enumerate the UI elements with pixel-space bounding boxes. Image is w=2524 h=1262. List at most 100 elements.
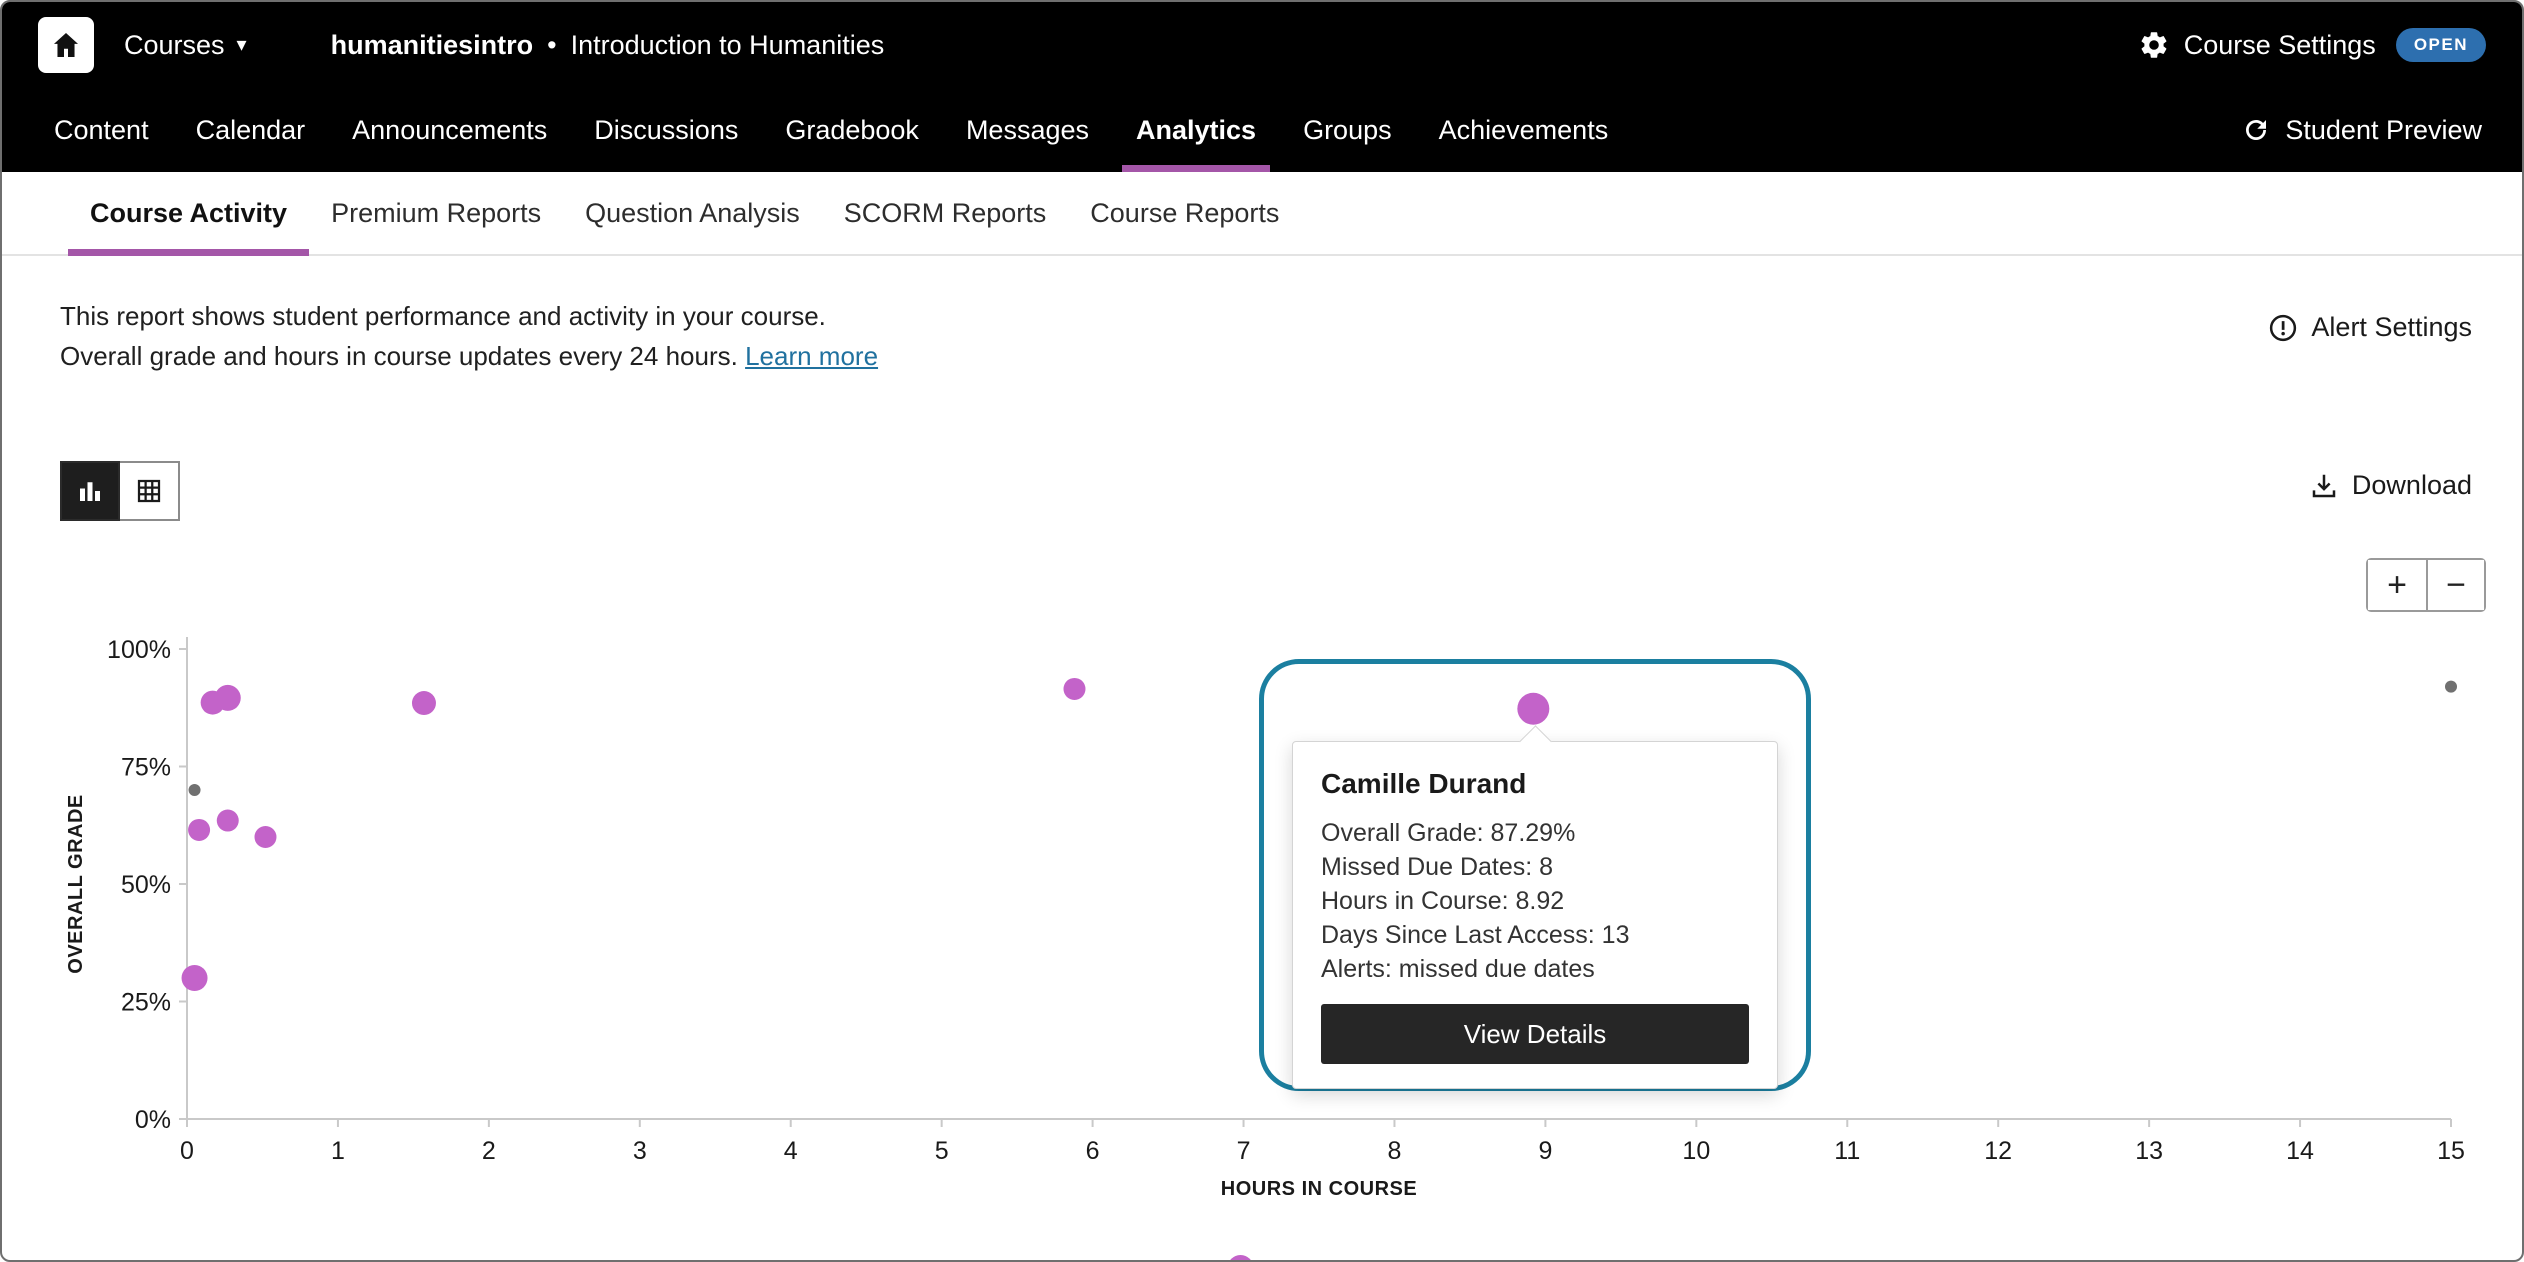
chevron-down-icon: ▾ (237, 35, 247, 55)
course-settings-button[interactable]: Course Settings (2138, 29, 2376, 61)
tooltip-alerts: Alerts: missed due dates (1321, 952, 1749, 986)
x-tick-label: 3 (633, 1137, 647, 1165)
subtab-label: SCORM Reports (844, 198, 1047, 229)
student-data-point[interactable] (217, 810, 239, 832)
home-icon (50, 29, 82, 61)
y-tick-label: 50% (121, 871, 171, 899)
student-data-point[interactable] (215, 685, 241, 711)
student-data-point[interactable] (1517, 693, 1549, 725)
y-tick-label: 75% (121, 754, 171, 782)
intro-line-1: This report shows student performance an… (60, 296, 2464, 336)
report-intro: This report shows student performance an… (2, 256, 2522, 376)
chart-view-button[interactable] (60, 461, 120, 521)
nav-tab-label: Gradebook (785, 115, 919, 146)
nav-tab-label: Messages (966, 115, 1089, 146)
nav-tab-label: Announcements (352, 115, 547, 146)
subtab-course-activity[interactable]: Course Activity (90, 172, 287, 254)
subtab-label: Course Activity (90, 198, 287, 229)
nav-tab-analytics[interactable]: Analytics (1136, 88, 1256, 172)
tooltip-days-since-last-access: Days Since Last Access: 13 (1321, 918, 1749, 952)
student-data-point[interactable] (412, 691, 436, 715)
subtab-label: Premium Reports (331, 198, 541, 229)
student-name: Camille Durand (1321, 768, 1749, 800)
subtab-label: Question Analysis (585, 198, 800, 229)
x-tick-label: 9 (1538, 1137, 1552, 1165)
student-tooltip: Camille Durand Overall Grade: 87.29% Mis… (1292, 741, 1778, 1089)
tooltip-overall-grade: Overall Grade: 87.29% (1321, 816, 1749, 850)
student-data-point[interactable] (254, 826, 276, 848)
x-tick-label: 10 (1682, 1137, 1710, 1165)
nav-tab-discussions[interactable]: Discussions (594, 88, 738, 172)
analytics-page: Courses ▾ humanitiesintro • Introduction… (0, 0, 2524, 1262)
tooltip-missed-due-dates: Missed Due Dates: 8 (1321, 850, 1749, 884)
y-tick-label: 0% (135, 1106, 171, 1134)
course-nav: Content Calendar Announcements Discussio… (2, 88, 2522, 172)
nav-tab-label: Calendar (196, 115, 306, 146)
nav-tab-groups[interactable]: Groups (1303, 88, 1392, 172)
nav-tab-messages[interactable]: Messages (966, 88, 1089, 172)
learn-more-link[interactable]: Learn more (745, 341, 878, 371)
student-preview-icon (2241, 115, 2271, 145)
nav-tab-achievements[interactable]: Achievements (1439, 88, 1609, 172)
nav-tab-label: Discussions (594, 115, 738, 146)
intro-line-2-text: Overall grade and hours in course update… (60, 341, 738, 371)
x-tick-label: 12 (1984, 1137, 2012, 1165)
view-details-button[interactable]: View Details (1321, 1004, 1749, 1064)
course-breadcrumb: humanitiesintro • Introduction to Humani… (331, 30, 885, 61)
x-tick-label: 1 (331, 1137, 345, 1165)
alert-settings-button[interactable]: Alert Settings (2268, 312, 2472, 343)
subtab-premium-reports[interactable]: Premium Reports (331, 172, 541, 254)
courses-dropdown[interactable]: Courses ▾ (124, 30, 247, 61)
courses-label: Courses (124, 30, 225, 61)
subtab-scorm-reports[interactable]: SCORM Reports (844, 172, 1047, 254)
clipped-data-point[interactable] (1228, 1255, 1254, 1262)
download-label: Download (2352, 470, 2472, 501)
nav-tab-gradebook[interactable]: Gradebook (785, 88, 919, 172)
muted-data-point[interactable] (2445, 681, 2457, 693)
x-tick-label: 0 (180, 1137, 194, 1165)
subtab-question-analysis[interactable]: Question Analysis (585, 172, 800, 254)
student-data-point[interactable] (188, 819, 210, 841)
activity-scatter-chart[interactable]: 0%25%50%75%100%0123456789101112131415HOU… (2, 602, 2524, 1262)
nav-tab-label: Analytics (1136, 115, 1256, 146)
nav-tab-content[interactable]: Content (54, 88, 149, 172)
course-title: Introduction to Humanities (571, 30, 885, 61)
muted-data-point[interactable] (189, 784, 201, 796)
gear-icon (2138, 29, 2170, 61)
nav-tab-label: Groups (1303, 115, 1392, 146)
alert-settings-label: Alert Settings (2311, 312, 2472, 343)
subtab-label: Course Reports (1090, 198, 1279, 229)
table-view-button[interactable] (120, 461, 180, 521)
student-preview-button[interactable]: Student Preview (2241, 88, 2482, 172)
y-axis-title: OVERALL GRADE (65, 794, 87, 973)
chart-view-toggle (60, 461, 180, 521)
open-status-badge[interactable]: OPEN (2396, 28, 2486, 62)
nav-tab-announcements[interactable]: Announcements (352, 88, 547, 172)
x-tick-label: 6 (1086, 1137, 1100, 1165)
student-data-point[interactable] (1063, 678, 1085, 700)
y-tick-label: 100% (107, 636, 171, 664)
subtab-course-reports[interactable]: Course Reports (1090, 172, 1279, 254)
analytics-subnav: Course Activity Premium Reports Question… (2, 172, 2522, 256)
alert-icon (2268, 313, 2298, 343)
separator-dot: • (547, 30, 556, 61)
course-code: humanitiesintro (331, 30, 534, 61)
student-preview-label: Student Preview (2285, 115, 2482, 146)
x-tick-label: 5 (935, 1137, 949, 1165)
nav-tab-label: Content (54, 115, 149, 146)
y-tick-label: 25% (121, 989, 171, 1017)
x-tick-label: 11 (1834, 1137, 1860, 1165)
download-icon (2309, 471, 2339, 501)
x-axis-title: HOURS IN COURSE (1221, 1178, 1417, 1200)
x-tick-label: 8 (1388, 1137, 1402, 1165)
download-button[interactable]: Download (2309, 470, 2472, 501)
x-tick-label: 7 (1237, 1137, 1251, 1165)
x-tick-label: 2 (482, 1137, 496, 1165)
x-tick-label: 13 (2135, 1137, 2163, 1165)
nav-tab-calendar[interactable]: Calendar (196, 88, 306, 172)
nav-tab-label: Achievements (1439, 115, 1609, 146)
home-button[interactable] (38, 17, 94, 73)
course-settings-label: Course Settings (2184, 30, 2376, 61)
student-data-point[interactable] (182, 965, 208, 991)
intro-line-2: Overall grade and hours in course update… (60, 336, 2464, 376)
